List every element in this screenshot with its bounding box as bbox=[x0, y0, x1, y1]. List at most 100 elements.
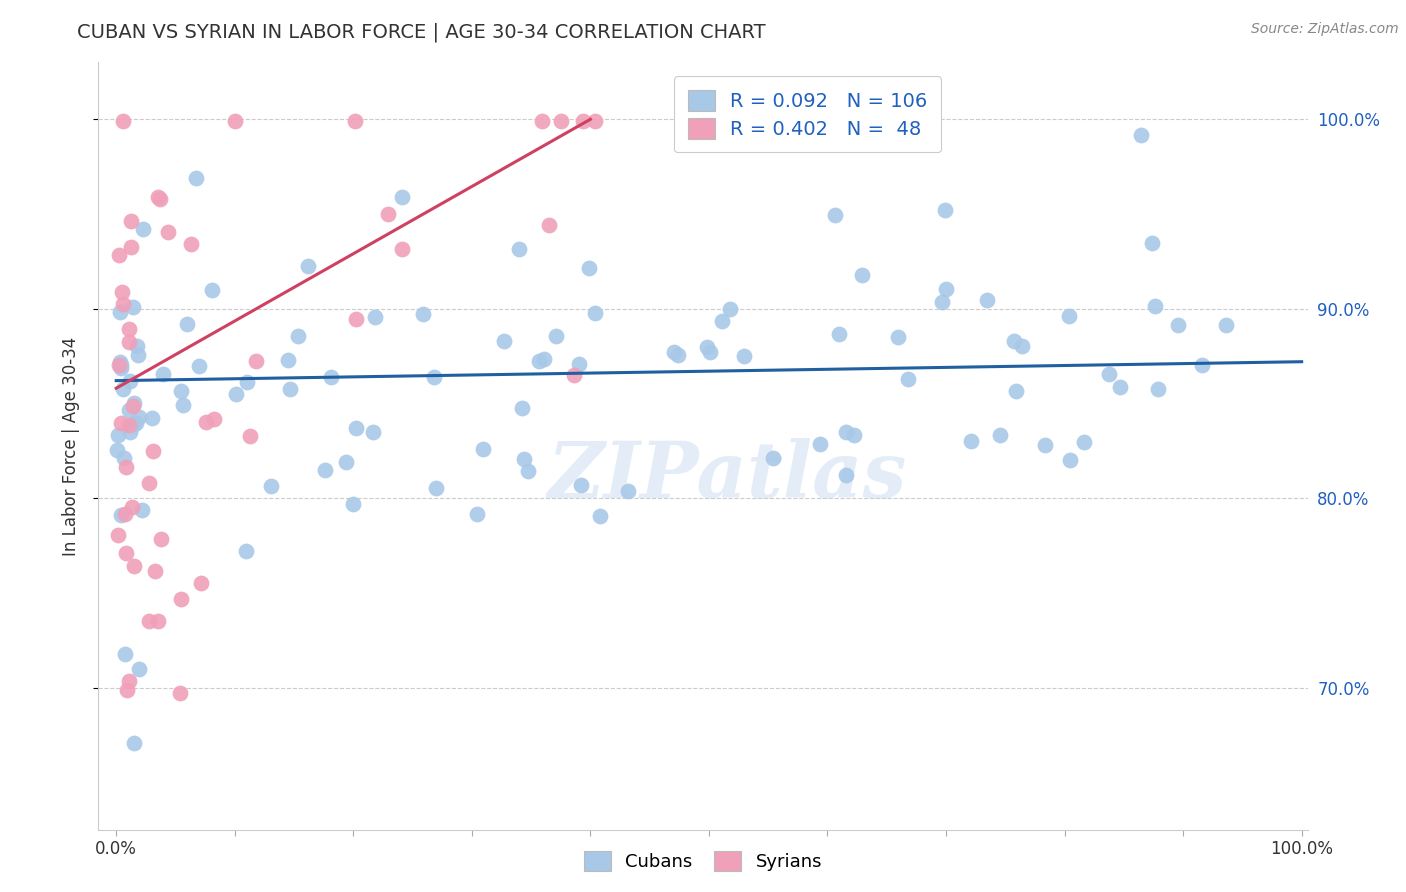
Point bbox=[827, 326, 849, 341]
Point bbox=[530, 114, 553, 128]
Point bbox=[842, 427, 865, 442]
Point bbox=[546, 328, 568, 343]
Point bbox=[122, 396, 145, 410]
Point bbox=[1142, 236, 1164, 251]
Point bbox=[527, 354, 550, 368]
Point bbox=[107, 428, 129, 442]
Point bbox=[122, 418, 145, 433]
Point bbox=[110, 508, 132, 522]
Point bbox=[146, 614, 169, 628]
Point bbox=[190, 576, 212, 591]
Point bbox=[1146, 383, 1168, 397]
Point bbox=[342, 497, 364, 511]
Point bbox=[510, 401, 533, 416]
Point bbox=[122, 300, 145, 314]
Point bbox=[225, 386, 247, 401]
Point bbox=[564, 368, 586, 383]
Point bbox=[278, 382, 301, 396]
Point bbox=[1005, 384, 1028, 398]
Point bbox=[128, 410, 150, 425]
Point bbox=[117, 674, 139, 689]
Point bbox=[391, 242, 413, 256]
Point bbox=[516, 464, 538, 478]
Point bbox=[138, 476, 160, 491]
Point bbox=[391, 190, 413, 204]
Point bbox=[115, 682, 138, 697]
Point bbox=[494, 334, 516, 348]
Point bbox=[105, 442, 128, 457]
Point bbox=[1098, 368, 1121, 382]
Point bbox=[112, 114, 135, 128]
Point bbox=[533, 352, 555, 367]
Point bbox=[897, 372, 920, 386]
Point bbox=[122, 558, 145, 573]
Point bbox=[169, 686, 191, 700]
Point bbox=[733, 349, 755, 363]
Point bbox=[616, 484, 638, 499]
Point bbox=[180, 236, 202, 251]
Point bbox=[131, 503, 153, 517]
Point bbox=[114, 508, 136, 522]
Point bbox=[1011, 339, 1033, 353]
Point bbox=[808, 437, 831, 451]
Point bbox=[851, 268, 873, 282]
Point bbox=[112, 382, 135, 396]
Point bbox=[1073, 434, 1095, 449]
Point bbox=[125, 416, 148, 430]
Point bbox=[718, 302, 741, 317]
Point bbox=[314, 463, 336, 477]
Point bbox=[120, 240, 142, 254]
Point bbox=[107, 248, 129, 262]
Point bbox=[425, 481, 447, 495]
Point bbox=[364, 310, 387, 324]
Point bbox=[239, 429, 262, 443]
Point bbox=[110, 416, 132, 430]
Point bbox=[260, 479, 283, 493]
Legend: Cubans, Syrians: Cubans, Syrians bbox=[576, 844, 830, 879]
Point bbox=[117, 402, 139, 417]
Point bbox=[572, 114, 595, 128]
Point bbox=[114, 648, 136, 662]
Point bbox=[467, 507, 489, 521]
Point bbox=[344, 420, 367, 434]
Point bbox=[224, 114, 246, 128]
Point bbox=[110, 360, 132, 375]
Point bbox=[118, 334, 141, 349]
Point bbox=[472, 442, 495, 456]
Point bbox=[361, 425, 384, 440]
Point bbox=[1191, 358, 1213, 372]
Point bbox=[934, 202, 956, 217]
Point bbox=[976, 293, 998, 308]
Point bbox=[127, 348, 149, 362]
Point bbox=[277, 353, 299, 368]
Point bbox=[550, 114, 572, 128]
Point bbox=[141, 411, 163, 425]
Point bbox=[1002, 334, 1025, 348]
Point bbox=[1143, 299, 1166, 313]
Point bbox=[377, 206, 399, 220]
Point bbox=[188, 359, 211, 373]
Point bbox=[988, 427, 1011, 442]
Point bbox=[589, 509, 612, 524]
Point bbox=[297, 259, 319, 273]
Point bbox=[245, 354, 267, 368]
Point bbox=[537, 218, 560, 232]
Point bbox=[110, 358, 132, 372]
Point bbox=[1059, 453, 1081, 467]
Point bbox=[108, 305, 131, 319]
Point bbox=[569, 478, 592, 492]
Point bbox=[235, 543, 257, 558]
Point bbox=[111, 297, 134, 311]
Point bbox=[120, 374, 142, 388]
Point bbox=[935, 283, 957, 297]
Point bbox=[125, 339, 148, 353]
Legend: R = 0.092   N = 106, R = 0.402   N =  48: R = 0.092 N = 106, R = 0.402 N = 48 bbox=[673, 76, 941, 153]
Point bbox=[412, 307, 434, 321]
Point bbox=[149, 192, 172, 206]
Point bbox=[344, 312, 367, 326]
Point bbox=[696, 340, 718, 354]
Point bbox=[583, 114, 606, 128]
Point bbox=[121, 399, 143, 413]
Point bbox=[122, 736, 145, 750]
Point bbox=[143, 564, 166, 578]
